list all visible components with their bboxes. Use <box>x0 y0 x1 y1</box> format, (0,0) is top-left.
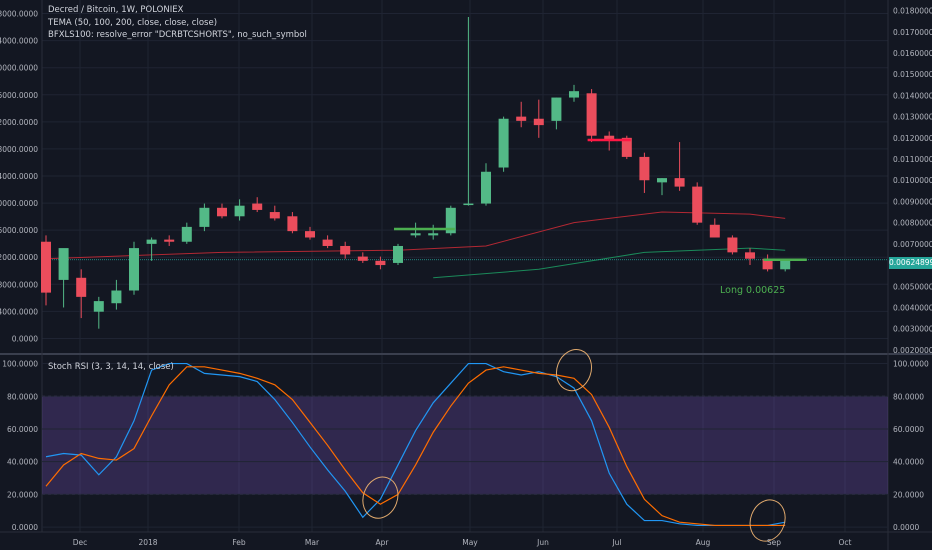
candle-body <box>305 231 315 237</box>
osc-right-tick: 40.0000 <box>893 458 924 467</box>
candle-body <box>76 278 86 297</box>
candle-body <box>252 204 262 210</box>
x-axis-tick: Mar <box>305 538 320 547</box>
left-axis-tick: 20000.0000 <box>0 199 38 208</box>
candle-body <box>411 233 421 235</box>
candle-body <box>59 248 69 280</box>
candle-body <box>727 237 737 252</box>
osc-left-tick: 80.0000 <box>7 392 38 401</box>
stoch-band <box>42 396 888 494</box>
bfxls-legend: BFXLS100: resolve_error "DCRBTCSHORTS", … <box>48 30 307 40</box>
candle-body <box>287 216 297 231</box>
candle-body <box>217 208 227 216</box>
x-axis-tick: Sep <box>767 538 781 547</box>
candle-body <box>129 248 139 290</box>
left-axis-tick: 32000.0000 <box>0 118 38 127</box>
candle-body <box>551 98 561 121</box>
left-axis-tick: 48000.0000 <box>0 10 38 19</box>
x-axis-tick: Dec <box>73 538 88 547</box>
osc-left-tick: 60.0000 <box>7 425 38 434</box>
candle-body <box>463 204 473 206</box>
osc-left-tick: 20.0000 <box>7 490 38 499</box>
chart-title: Decred / Bitcoin, 1W, POLONIEX <box>48 5 183 15</box>
candle-body <box>675 178 685 186</box>
osc-right-tick: 80.0000 <box>893 392 924 401</box>
left-axis-tick: 4000.0000 <box>0 307 38 316</box>
left-axis-tick: 0.0000 <box>12 334 38 343</box>
left-axis-tick: 28000.0000 <box>0 145 38 154</box>
osc-left-tick: 0.0000 <box>12 523 38 532</box>
candle-body <box>235 206 245 217</box>
candle-body <box>164 240 174 242</box>
candle-body <box>393 246 403 263</box>
candle-body <box>41 242 51 293</box>
candle-body <box>692 187 702 223</box>
x-axis-tick: Oct <box>839 538 852 547</box>
osc-right-tick: 100.0000 <box>893 360 929 369</box>
x-axis-tick: May <box>462 538 478 547</box>
left-axis-tick: 16000.0000 <box>0 226 38 235</box>
x-axis-tick: Jun <box>536 538 549 547</box>
candle-body <box>710 225 720 238</box>
candle-body <box>375 261 385 265</box>
candle-body <box>358 257 368 261</box>
left-axis-tick: 40000.0000 <box>0 64 38 73</box>
left-axis-tick: 8000.0000 <box>0 280 38 289</box>
osc-right-tick: 20.0000 <box>893 490 924 499</box>
candle-body <box>199 208 209 227</box>
current-price-badge: 0.00624899 <box>889 257 932 269</box>
candle-body <box>569 91 579 97</box>
long-position-label: Long 0.00625 <box>720 285 785 296</box>
osc-left-tick: 40.0000 <box>7 458 38 467</box>
candle-body <box>428 233 438 235</box>
candle-body <box>340 246 350 254</box>
candle-body <box>745 252 755 258</box>
x-axis-tick: Jul <box>611 538 621 547</box>
tema-legend: TEMA (50, 100, 200, close, close, close) <box>48 18 217 28</box>
candle-body <box>516 117 526 121</box>
left-axis-tick: 36000.0000 <box>0 91 38 100</box>
left-axis-tick: 44000.0000 <box>0 37 38 46</box>
x-axis-tick: Apr <box>376 538 390 547</box>
candle-body <box>639 157 649 180</box>
candle-body <box>270 212 280 218</box>
osc-right-tick: 0.0000 <box>893 523 919 532</box>
candle-body <box>657 178 667 182</box>
stoch-rsi-legend: Stoch RSI (3, 3, 14, 14, close) <box>48 362 174 372</box>
candle-body <box>147 240 157 244</box>
x-axis-tick: 2018 <box>138 538 157 547</box>
x-axis-tick: Feb <box>232 538 246 547</box>
candle-body <box>182 227 192 242</box>
candle-body <box>534 119 544 125</box>
candle-body <box>481 172 491 204</box>
osc-right-tick: 60.0000 <box>893 425 924 434</box>
left-axis-tick: 12000.0000 <box>0 253 38 262</box>
left-axis-tick: 24000.0000 <box>0 172 38 181</box>
candle-body <box>323 240 333 246</box>
candle-body <box>499 119 509 168</box>
x-axis-tick: Aug <box>696 538 711 547</box>
candle-body <box>587 93 597 135</box>
candle-body <box>94 301 104 312</box>
candle-body <box>111 291 121 304</box>
osc-left-tick: 100.0000 <box>2 360 38 369</box>
right-axis-tick: 0.01300000 <box>893 113 932 122</box>
right-axis-tick: 0.01000000 <box>893 176 932 185</box>
